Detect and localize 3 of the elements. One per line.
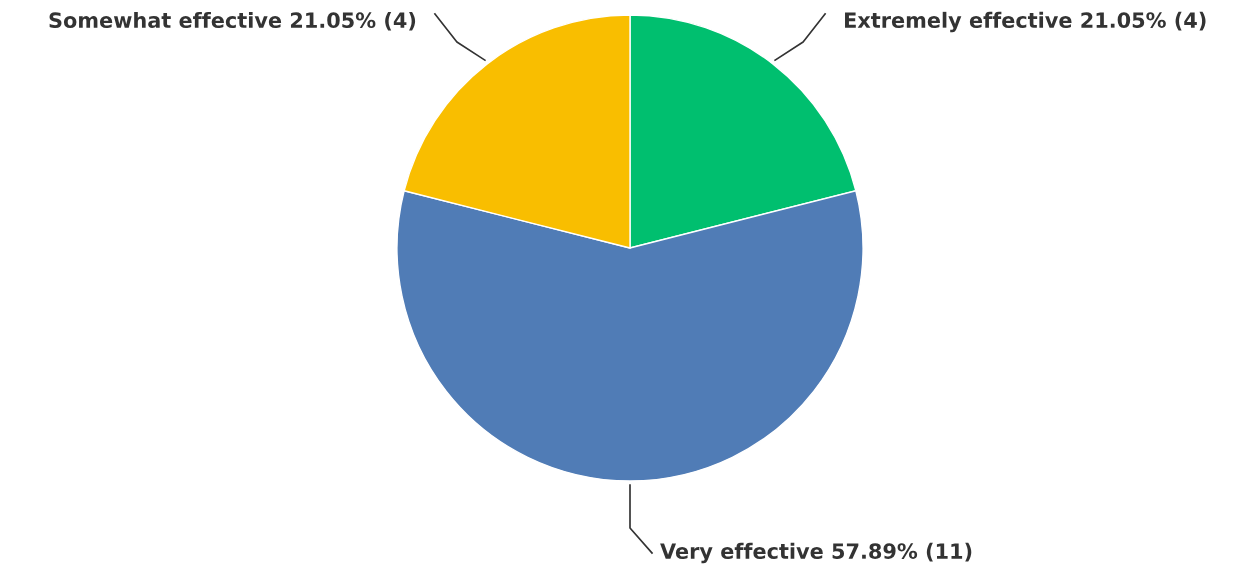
slice-label: Somewhat effective 21.05% (4) <box>49 11 416 31</box>
slice-label: Very effective 57.89% (11) <box>660 542 972 564</box>
slice-label: Extremely effective 21.05% (4) <box>845 11 1206 33</box>
